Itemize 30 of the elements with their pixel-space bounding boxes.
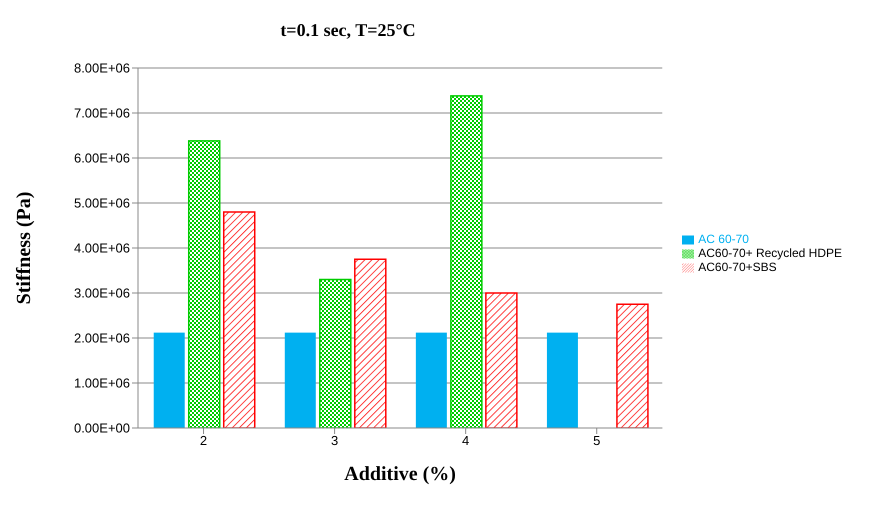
y-tick-label: 8.00E+06 [74, 60, 130, 76]
y-tick-label: 0.00E+00 [74, 420, 130, 436]
x-tick-label: 2 [200, 433, 208, 448]
bar [188, 140, 220, 428]
y-tick-label: 5.00E+06 [74, 196, 130, 211]
x-axis-title: Additive (%) [344, 463, 456, 485]
legend-label: AC60-70+ Recycled HDPE [698, 246, 842, 260]
bar [416, 332, 447, 428]
y-tick-label: 2.00E+06 [74, 330, 130, 346]
x-tick-label: 3 [330, 433, 338, 448]
y-tick-label: 6.00E+06 [74, 150, 130, 166]
bar [154, 332, 185, 428]
bar [222, 211, 256, 428]
bar [284, 332, 316, 428]
bar [616, 304, 649, 428]
bar [450, 95, 483, 428]
bar [354, 258, 387, 428]
chart-title: t=0.1 sec, T=25°C [279, 20, 417, 41]
y-tick-label: 7.00E+06 [74, 106, 130, 121]
x-tick-label: 4 [462, 433, 470, 448]
y-axis-title: Stiffness (Pa) [13, 192, 36, 304]
bar [485, 292, 518, 428]
bar [546, 332, 578, 428]
legend-label: AC 60-70 [698, 232, 749, 246]
legend-label: AC60-70+SBS [698, 260, 777, 274]
y-tick-label: 3.00E+06 [74, 286, 130, 301]
x-tick-label: 5 [593, 433, 600, 448]
y-tick-label: 4.00E+06 [74, 240, 130, 256]
bar [319, 278, 352, 428]
y-tick-label: 1.00E+06 [74, 376, 130, 391]
